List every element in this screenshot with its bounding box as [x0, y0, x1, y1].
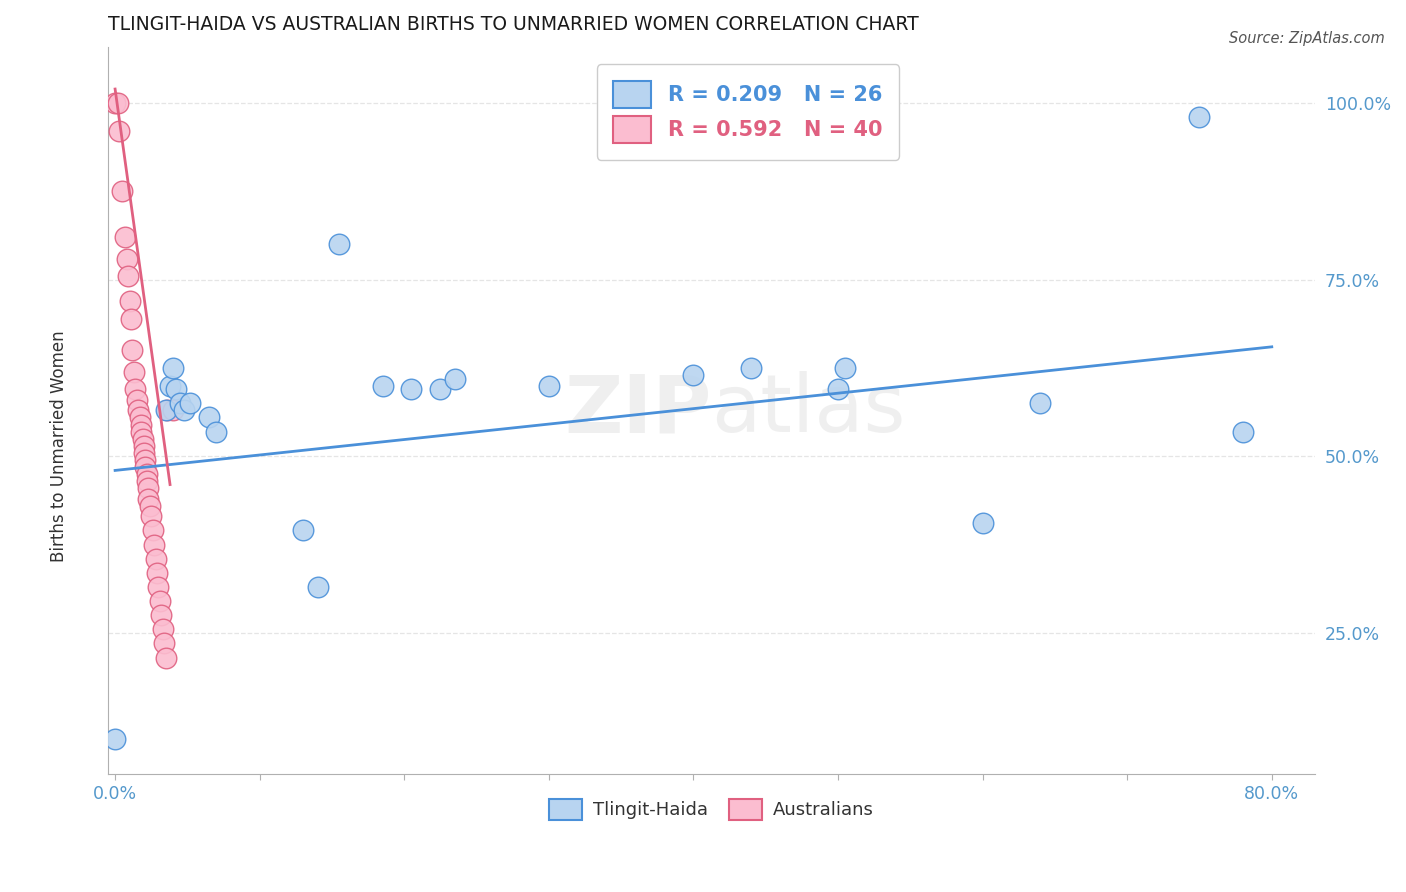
Point — [429, 382, 451, 396]
Point — [152, 623, 174, 637]
Point — [834, 361, 856, 376]
Point — [115, 252, 138, 266]
Point — [125, 392, 148, 407]
Point — [104, 96, 127, 111]
Point — [292, 524, 315, 538]
Point — [121, 343, 143, 358]
Point — [129, 425, 152, 439]
Point — [122, 365, 145, 379]
Text: Births to Unmarried Women: Births to Unmarried Women — [51, 330, 67, 562]
Point — [682, 368, 704, 382]
Point — [104, 731, 127, 746]
Text: ZIP: ZIP — [564, 371, 711, 450]
Point — [972, 516, 994, 531]
Legend: Tlingit-Haida, Australians: Tlingit-Haida, Australians — [543, 791, 880, 827]
Point — [132, 439, 155, 453]
Point — [156, 403, 179, 417]
Point — [537, 378, 560, 392]
Point — [162, 403, 184, 417]
Point — [128, 410, 150, 425]
Text: Source: ZipAtlas.com: Source: ZipAtlas.com — [1229, 31, 1385, 46]
Point — [165, 382, 187, 396]
Point — [135, 474, 157, 488]
Point — [131, 432, 153, 446]
Point — [827, 382, 849, 396]
Point — [205, 425, 228, 439]
Point — [179, 396, 201, 410]
Point — [135, 467, 157, 481]
Point — [118, 293, 141, 308]
Point — [155, 403, 177, 417]
Point — [146, 566, 169, 580]
Point — [107, 96, 129, 111]
Point — [127, 403, 149, 417]
Point — [155, 650, 177, 665]
Point — [150, 608, 173, 623]
Point — [138, 491, 160, 506]
Point — [198, 410, 221, 425]
Text: atlas: atlas — [711, 371, 905, 450]
Point — [111, 185, 134, 199]
Point — [134, 459, 156, 474]
Point — [138, 481, 160, 495]
Point — [134, 453, 156, 467]
Point — [117, 269, 139, 284]
Point — [149, 594, 172, 608]
Point — [1188, 110, 1211, 124]
Point — [1232, 425, 1254, 439]
Point — [169, 396, 191, 410]
Point — [740, 361, 762, 376]
Point — [145, 551, 167, 566]
Point — [307, 580, 329, 594]
Point — [1029, 396, 1052, 410]
Point — [108, 124, 131, 138]
Point — [173, 403, 195, 417]
Point — [120, 311, 142, 326]
Point — [148, 580, 170, 594]
Point — [444, 371, 467, 385]
Point — [153, 636, 176, 650]
Point — [159, 378, 181, 392]
Point — [129, 417, 152, 432]
Point — [328, 237, 350, 252]
Point — [132, 446, 155, 460]
Point — [143, 538, 166, 552]
Point — [124, 382, 146, 396]
Point — [139, 499, 162, 513]
Point — [401, 382, 423, 396]
Point — [141, 509, 163, 524]
Point — [371, 378, 394, 392]
Text: TLINGIT-HAIDA VS AUSTRALIAN BIRTHS TO UNMARRIED WOMEN CORRELATION CHART: TLINGIT-HAIDA VS AUSTRALIAN BIRTHS TO UN… — [108, 15, 918, 34]
Point — [142, 524, 165, 538]
Point — [162, 361, 184, 376]
Point — [114, 230, 136, 244]
